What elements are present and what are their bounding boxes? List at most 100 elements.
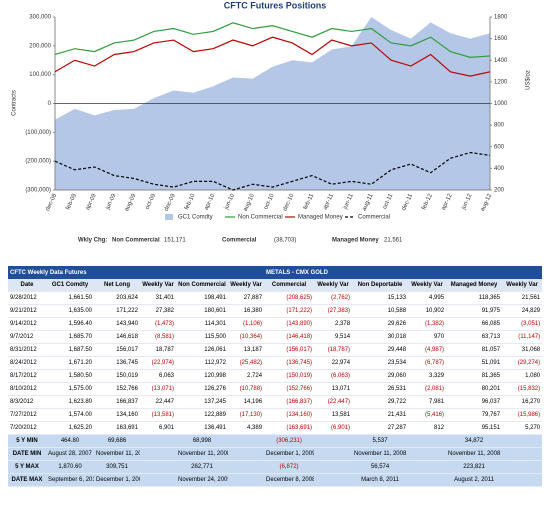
legend-swatch — [165, 214, 173, 220]
table-cell: 69,686 — [94, 434, 140, 448]
table-cell: (22,447) — [314, 395, 353, 409]
legend-label: Non Commercial — [238, 215, 283, 221]
table-cell: September 6, 2011 — [46, 473, 94, 487]
table-cell: 16,380 — [228, 304, 265, 318]
table-cell: 24,829 — [502, 304, 543, 318]
table-cell: (166,837) — [264, 395, 315, 409]
weekly-change-name: Managed Money — [332, 238, 379, 244]
x-tick-label: oct-09 — [145, 192, 158, 210]
table-cell — [502, 473, 543, 487]
weekly-change-label: Wkly Chg: — [78, 238, 107, 244]
table-cell: 30,018 — [352, 330, 409, 344]
table-cell: 7/20/2012 — [8, 421, 46, 435]
table-cell: 34,872 — [446, 434, 503, 448]
table-cell: 1,687.50 — [46, 343, 94, 357]
table-cell: 27,887 — [228, 291, 265, 305]
table-cell: (27,383) — [314, 304, 353, 318]
table-cell: 115,500 — [176, 330, 228, 344]
table-row: 7/20/2012 1,625.20 163,691 6,901 136,491 4,38… — [8, 421, 543, 435]
table-cell: DATE MIN — [8, 447, 46, 461]
table-cell: (306,231) — [264, 434, 315, 448]
legend-item: Managed Money — [285, 215, 343, 221]
table-cell: (5,416) — [408, 408, 447, 422]
table-cell: 152,766 — [94, 382, 140, 396]
table-cell: 1,575.00 — [46, 382, 94, 396]
chart: CFTC Futures Positions Contracts US$/oz … — [12, 0, 532, 244]
table-cell: (6,872) — [264, 460, 315, 474]
table-cell: 5 Y MIN — [8, 434, 46, 448]
x-tick-label: aug-10 — [243, 192, 257, 212]
table-cell: METALS - CMX GOLD — [264, 266, 543, 279]
table-cell: 26,531 — [352, 382, 409, 396]
table-cell: 156,017 — [94, 343, 140, 357]
table-cell: 9,514 — [314, 330, 353, 344]
table-cell: (1,382) — [408, 317, 447, 331]
table-cell: 118,365 — [446, 291, 503, 305]
series-line — [54, 36, 491, 77]
table-cell: 6,063 — [140, 369, 176, 383]
table-cell: 171,222 — [94, 304, 140, 318]
table-cell: Managed Money — [446, 279, 503, 292]
table-cell: 1,080 — [502, 369, 543, 383]
legend-item: Commercial — [345, 215, 390, 221]
table-cell — [140, 473, 176, 487]
table-cell: Date — [8, 279, 46, 292]
table-cell: 13,581 — [314, 408, 353, 422]
table-cell — [408, 434, 447, 448]
table-cell: 8/31/2012 — [8, 343, 46, 357]
weekly-change-value: 21,561 — [384, 238, 403, 244]
table-cell: (11,147) — [502, 330, 543, 344]
table-cell: 1,580.50 — [46, 369, 94, 383]
table-cell: Weekly Var — [502, 279, 543, 292]
table-cell: 143,940 — [94, 317, 140, 331]
table-cell: 1,574.00 — [46, 408, 94, 422]
table-cell: 22,447 — [140, 395, 176, 409]
table-cell: 51,091 — [446, 356, 503, 370]
table-cell: (3,051) — [502, 317, 543, 331]
table-cell — [228, 460, 265, 474]
table-row: 8/3/2012 1,623.80 166,837 22,447 137,245 14,1… — [8, 395, 543, 409]
table-cell: (152,766) — [264, 382, 315, 396]
table-cell: Non Commercial — [176, 279, 228, 292]
table-cell: DATE MAX — [8, 473, 46, 487]
table-cell: 27,287 — [352, 421, 409, 435]
summary-row: 5 Y MIN 464.80 69,686 68,998 (306,231) 5,537 3… — [8, 434, 543, 448]
table-cell: 8/17/2012 — [8, 369, 46, 383]
table-cell: 223,821 — [446, 460, 503, 474]
table-cell: 262,771 — [176, 460, 228, 474]
x-tick-label: feb-12 — [421, 192, 434, 211]
table-cell: Weekly Var — [228, 279, 265, 292]
table-cell: 198,491 — [176, 291, 228, 305]
table-cell — [228, 473, 265, 487]
series-line — [54, 22, 491, 58]
table-cell: 6,901 — [140, 421, 176, 435]
y2-tick-label: 1800 — [494, 15, 508, 21]
table-cell: 134,160 — [94, 408, 140, 422]
y2-tick-label: 1200 — [494, 79, 508, 85]
y-tick-label: (200,000) — [25, 159, 51, 165]
table-cell: November 24, 2009 — [176, 473, 228, 487]
legend-item: GC1 Comdty — [165, 214, 213, 221]
table-cell: December 1, 2009 — [94, 473, 140, 487]
table-row: 8/17/2012 1,580.50 150,019 6,063 120,998 2,72… — [8, 369, 543, 383]
table-cell: 56,574 — [352, 460, 409, 474]
y2-tick-label: 1400 — [494, 58, 508, 64]
table-cell: (29,274) — [502, 356, 543, 370]
table-cell — [502, 434, 543, 448]
table-cell: 136,745 — [94, 356, 140, 370]
series-line — [54, 151, 491, 191]
table-cell: 95,151 — [446, 421, 503, 435]
table-cell: (4,987) — [408, 343, 447, 357]
table-cell: (15,986) — [502, 408, 543, 422]
table-cell: (6,901) — [314, 421, 353, 435]
table-cell: (134,160) — [264, 408, 315, 422]
table-cell: Commercial — [264, 279, 315, 292]
table-cell: 7,981 — [408, 395, 447, 409]
table-cell: 150,019 — [94, 369, 140, 383]
table-cell: GC1 Comdty — [46, 279, 94, 292]
x-tick-label: apr-10 — [204, 192, 217, 211]
table-cell: (1,473) — [140, 317, 176, 331]
table-cell — [314, 473, 353, 487]
table-cell: 81,057 — [446, 343, 503, 357]
table-cell: 2,724 — [228, 369, 265, 383]
